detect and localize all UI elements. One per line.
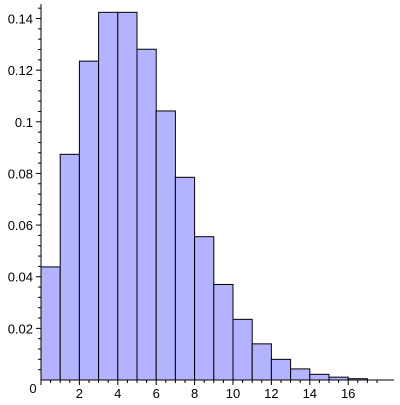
- y-tick-label: 0.04: [8, 270, 33, 285]
- histogram-bar-0: [40, 266, 61, 381]
- x-tick-label: 12: [264, 386, 278, 400]
- histogram-bar-7: [174, 176, 196, 381]
- histogram-bar-9: [213, 283, 234, 381]
- y-tick-label: 0.02: [8, 321, 33, 336]
- histogram-bar-10: [232, 318, 253, 381]
- histogram-bar-11: [251, 343, 272, 381]
- y-tick-label: 0.12: [8, 63, 33, 78]
- y-tick-label: 0.1: [15, 115, 33, 130]
- y-tick-label: 0.06: [8, 218, 33, 233]
- histogram-bar-14: [309, 373, 330, 381]
- x-tick-label: 6: [153, 386, 160, 400]
- histogram-bar-8: [194, 236, 215, 381]
- x-tick-label: 10: [226, 386, 240, 400]
- histogram-bar-2: [78, 60, 100, 381]
- x-tick-label: 14: [303, 386, 317, 400]
- histogram-bar-3: [98, 11, 119, 381]
- histogram-bar-1: [59, 153, 80, 381]
- histogram-bar-13: [290, 368, 311, 381]
- tick-labels-layer: 0 2 4 6 8 10 12 14 16 0.02 0.04 0.06 0.08 0.1 0.12 0.14: [8, 12, 356, 401]
- histogram-bar-5: [136, 48, 157, 381]
- axes-layer: [36, 4, 394, 385]
- y-tick-label: 0.08: [8, 166, 33, 181]
- histogram-bar-12: [270, 358, 292, 381]
- histogram-bar-4: [117, 11, 138, 381]
- x-tick-label: 16: [341, 386, 355, 400]
- histogram-bar-6: [155, 110, 176, 381]
- x-tick-label: 8: [191, 386, 198, 400]
- bars-layer: [40, 11, 368, 381]
- x-tick-label: 2: [76, 386, 83, 400]
- x-tick-label: 4: [114, 386, 121, 400]
- x-tick-label: 0: [29, 381, 36, 396]
- y-tick-label: 0.14: [8, 12, 33, 27]
